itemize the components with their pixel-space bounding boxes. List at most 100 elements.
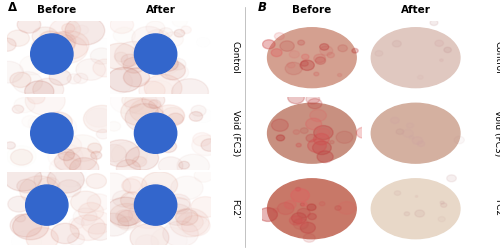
Circle shape [318,128,330,137]
Circle shape [271,49,282,57]
Circle shape [178,161,190,169]
Circle shape [122,179,141,193]
Circle shape [306,118,322,130]
Circle shape [290,216,302,225]
Circle shape [93,59,118,77]
Circle shape [291,188,310,202]
Circle shape [70,158,99,179]
Circle shape [39,31,61,47]
Circle shape [176,209,198,225]
Circle shape [48,144,60,153]
Circle shape [130,224,169,249]
Circle shape [415,210,424,217]
Circle shape [38,177,60,193]
Circle shape [280,41,294,51]
Circle shape [162,108,184,124]
Circle shape [192,133,212,146]
Circle shape [469,48,472,49]
Text: Void (FC3): Void (FC3) [230,110,239,156]
Text: Δ: Δ [8,1,16,14]
Circle shape [48,32,76,52]
Circle shape [312,141,332,155]
Ellipse shape [268,28,356,88]
Circle shape [54,136,82,155]
Circle shape [50,19,80,41]
Circle shape [96,129,110,139]
Circle shape [390,117,399,124]
Circle shape [176,213,204,232]
Ellipse shape [134,34,176,74]
Circle shape [17,16,41,33]
Circle shape [278,202,294,214]
Circle shape [51,223,79,244]
Circle shape [435,40,444,46]
Circle shape [17,179,36,193]
Circle shape [409,136,414,139]
Circle shape [438,217,445,222]
Circle shape [300,128,308,133]
Circle shape [297,220,306,226]
Ellipse shape [30,34,73,74]
Circle shape [15,214,26,222]
Circle shape [24,81,54,102]
Circle shape [302,54,309,60]
Circle shape [338,45,347,52]
Circle shape [26,227,58,249]
Circle shape [297,208,310,218]
Ellipse shape [372,179,460,239]
Circle shape [106,197,146,226]
Ellipse shape [134,113,176,153]
Circle shape [276,135,284,141]
Circle shape [396,129,404,134]
Circle shape [10,149,32,165]
Circle shape [258,208,278,221]
Circle shape [142,92,165,108]
Circle shape [123,57,145,73]
Text: Control: Control [230,41,239,74]
Circle shape [7,30,30,46]
Circle shape [310,110,326,122]
Circle shape [293,130,300,134]
Circle shape [124,68,150,87]
Circle shape [418,75,423,79]
Circle shape [125,104,164,132]
Circle shape [4,164,42,191]
Circle shape [412,137,422,144]
Circle shape [440,203,447,207]
Circle shape [317,151,333,163]
Circle shape [8,196,30,212]
Circle shape [314,54,326,63]
Circle shape [181,26,192,34]
Circle shape [308,99,322,109]
Circle shape [418,141,424,146]
Circle shape [47,166,84,193]
Circle shape [88,143,102,153]
Circle shape [375,51,383,56]
Circle shape [32,78,64,101]
Ellipse shape [268,179,356,239]
Circle shape [121,54,138,66]
Circle shape [356,127,372,138]
Circle shape [262,40,275,49]
Circle shape [168,198,190,214]
Circle shape [102,140,140,167]
Circle shape [454,136,464,144]
Circle shape [87,194,110,211]
Circle shape [54,152,81,171]
Circle shape [157,56,178,71]
Circle shape [287,62,295,68]
Circle shape [32,40,46,51]
Circle shape [32,122,52,135]
Circle shape [49,35,88,63]
Circle shape [136,115,175,144]
Circle shape [288,92,304,104]
Circle shape [142,172,178,198]
Circle shape [330,140,334,144]
Circle shape [172,79,208,105]
Ellipse shape [134,185,176,225]
Circle shape [327,52,334,58]
Text: Before: Before [37,5,76,15]
Circle shape [301,61,308,66]
Circle shape [406,123,414,128]
Text: After: After [400,5,430,15]
